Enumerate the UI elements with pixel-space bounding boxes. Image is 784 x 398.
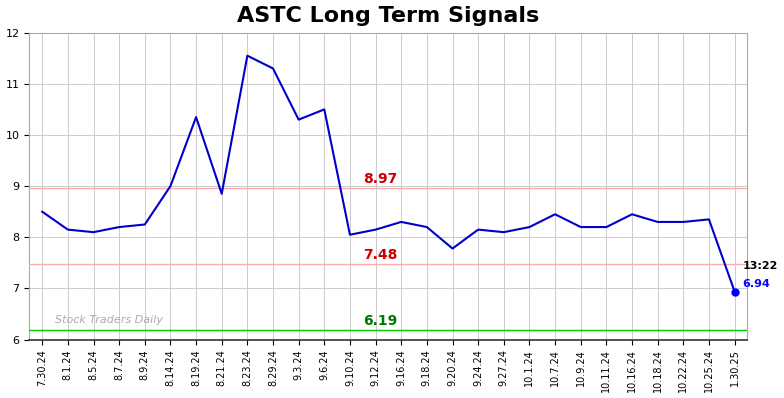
Text: 7.48: 7.48: [363, 248, 397, 262]
Text: 13:22: 13:22: [742, 261, 778, 271]
Title: ASTC Long Term Signals: ASTC Long Term Signals: [238, 6, 539, 25]
Text: 6.19: 6.19: [363, 314, 397, 328]
Text: 8.97: 8.97: [363, 172, 397, 185]
Text: 6.94: 6.94: [742, 279, 770, 289]
Text: Stock Traders Daily: Stock Traders Daily: [55, 315, 163, 325]
